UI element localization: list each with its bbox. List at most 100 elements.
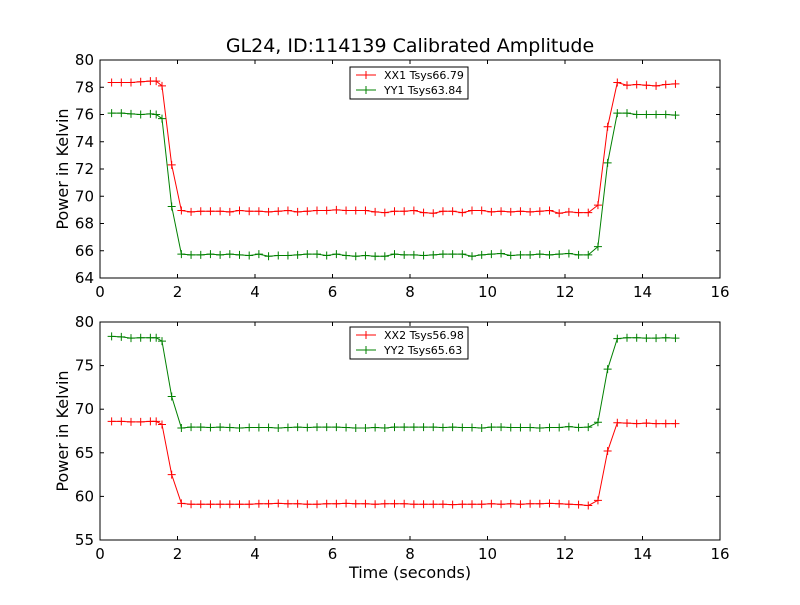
legend-marker bbox=[362, 346, 370, 354]
data-point-marker bbox=[555, 499, 564, 508]
y-tick-label: 72 bbox=[75, 160, 94, 178]
data-point-marker bbox=[313, 206, 321, 215]
data-point-marker bbox=[152, 110, 161, 119]
data-point-marker bbox=[332, 250, 341, 259]
data-point-marker bbox=[632, 80, 641, 89]
chart-title: GL24, ID:114139 Calibrated Amplitude bbox=[226, 35, 594, 57]
data-point-marker bbox=[380, 208, 389, 217]
data-point-marker bbox=[332, 423, 341, 432]
data-point-marker bbox=[593, 242, 602, 251]
data-point-marker bbox=[371, 252, 380, 261]
series-line bbox=[111, 80, 676, 214]
data-point-marker bbox=[613, 78, 622, 87]
data-point-marker bbox=[458, 423, 467, 432]
data-point-marker bbox=[158, 337, 166, 346]
data-point-marker bbox=[136, 417, 145, 426]
data-point-marker bbox=[429, 500, 438, 509]
x-tick-label: 12 bbox=[555, 545, 574, 563]
y-tick-label: 68 bbox=[75, 215, 94, 233]
x-tick-label: 8 bbox=[405, 283, 415, 301]
data-point-marker bbox=[158, 420, 166, 429]
data-point-marker bbox=[313, 250, 321, 259]
data-point-marker bbox=[158, 81, 166, 90]
data-point-marker bbox=[177, 499, 186, 508]
data-point-marker bbox=[448, 250, 457, 259]
y-tick-label: 70 bbox=[75, 187, 94, 205]
data-point-marker bbox=[117, 417, 126, 426]
data-point-marker bbox=[216, 500, 225, 509]
data-point-marker bbox=[516, 250, 525, 259]
data-point-marker bbox=[632, 333, 641, 342]
data-point-marker bbox=[429, 250, 438, 259]
data-point-marker bbox=[584, 250, 593, 259]
data-point-marker bbox=[351, 206, 360, 215]
legend-marker bbox=[362, 71, 370, 79]
data-point-marker bbox=[468, 206, 476, 215]
data-point-marker bbox=[535, 423, 544, 432]
data-point-marker bbox=[371, 500, 380, 509]
y-tick-label: 60 bbox=[75, 487, 94, 505]
data-point-marker bbox=[535, 207, 544, 216]
data-point-marker bbox=[361, 206, 370, 215]
y-tick-label: 78 bbox=[75, 78, 94, 96]
data-point-marker bbox=[274, 207, 283, 216]
data-point-marker bbox=[400, 499, 409, 508]
y-axis-label: Power in Kelvin bbox=[53, 108, 72, 229]
data-point-marker bbox=[146, 109, 155, 118]
data-point-marker bbox=[419, 208, 428, 217]
data-point-marker bbox=[264, 207, 273, 216]
data-point-marker bbox=[409, 423, 418, 432]
y-tick-label: 75 bbox=[75, 357, 94, 375]
data-point-marker bbox=[613, 109, 622, 118]
data-point-marker bbox=[545, 250, 554, 259]
data-point-marker bbox=[506, 499, 515, 508]
data-point-marker bbox=[623, 109, 631, 118]
data-point-marker bbox=[206, 423, 215, 432]
data-point-marker bbox=[264, 423, 273, 432]
data-point-marker bbox=[574, 250, 583, 259]
data-point-marker bbox=[584, 423, 593, 432]
data-point-marker bbox=[593, 418, 602, 427]
data-point-marker bbox=[136, 77, 145, 86]
data-point-marker bbox=[293, 423, 302, 432]
data-point-marker bbox=[574, 208, 583, 217]
y-tick-label: 70 bbox=[75, 400, 94, 418]
data-point-marker bbox=[293, 207, 302, 216]
data-point-marker bbox=[206, 500, 215, 509]
data-point-marker bbox=[313, 423, 321, 432]
y-axis-label: Power in Kelvin bbox=[53, 370, 72, 491]
data-point-marker bbox=[254, 207, 263, 216]
data-point-marker bbox=[545, 206, 554, 215]
data-point-marker bbox=[429, 423, 438, 432]
y-tick-label: 65 bbox=[75, 444, 94, 462]
data-point-marker bbox=[419, 423, 428, 432]
x-tick-label: 2 bbox=[173, 545, 183, 563]
data-point-marker bbox=[642, 81, 651, 90]
data-point-marker bbox=[283, 206, 292, 215]
data-point-marker bbox=[342, 251, 351, 260]
data-point-marker bbox=[187, 207, 196, 216]
data-point-marker bbox=[225, 250, 234, 259]
x-tick-label: 10 bbox=[478, 283, 497, 301]
x-tick-label: 0 bbox=[95, 545, 105, 563]
data-point-marker bbox=[177, 423, 186, 432]
data-point-marker bbox=[293, 499, 302, 508]
data-point-marker bbox=[458, 500, 467, 509]
data-point-marker bbox=[477, 206, 486, 215]
data-point-marker bbox=[564, 500, 573, 509]
data-point-marker bbox=[671, 79, 680, 88]
data-point-marker bbox=[322, 423, 331, 432]
x-tick-label: 4 bbox=[250, 283, 260, 301]
x-tick-label: 14 bbox=[633, 545, 652, 563]
x-tick-label: 10 bbox=[478, 545, 497, 563]
series-1 bbox=[107, 77, 680, 218]
x-tick-label: 6 bbox=[328, 545, 338, 563]
data-point-marker bbox=[564, 207, 573, 216]
data-point-marker bbox=[390, 499, 399, 508]
data-point-marker bbox=[254, 499, 263, 508]
data-point-marker bbox=[158, 114, 166, 123]
data-point-marker bbox=[555, 250, 564, 259]
data-point-marker bbox=[235, 250, 244, 259]
data-point-marker bbox=[448, 207, 457, 216]
